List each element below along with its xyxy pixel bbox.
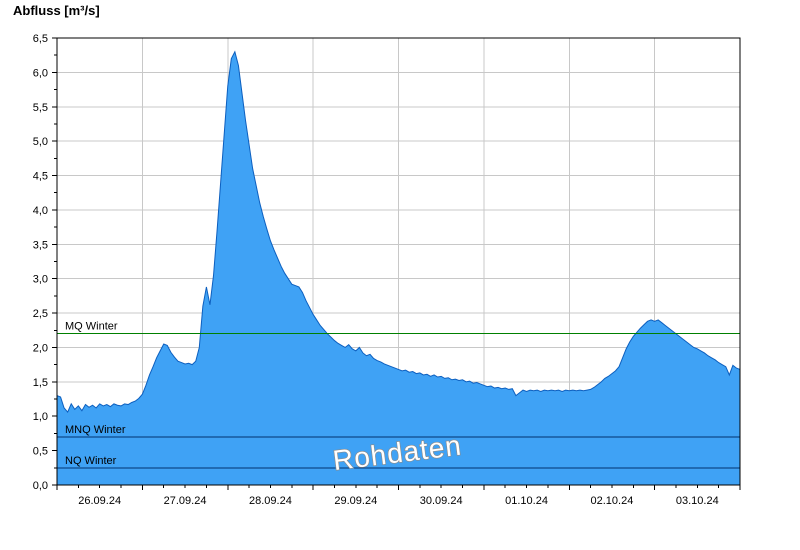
y-axis-label: 1,0 <box>33 411 48 423</box>
chart-title: Abfluss [m³/s] <box>13 3 100 18</box>
plot-border <box>56 37 741 486</box>
y-axis-label: 1,5 <box>33 377 48 389</box>
y-axis-label: 0,0 <box>33 480 48 492</box>
y-axis-label: 3,5 <box>33 239 48 251</box>
y-axis-label: 0,5 <box>33 446 48 458</box>
discharge-line <box>56 50 741 414</box>
reference-label-mq-winter: MQ Winter <box>65 321 118 333</box>
x-axis-label: 03.10.24 <box>676 495 719 507</box>
reference-label-mnq-winter: MNQ Winter <box>65 424 126 436</box>
y-axis-label: 6,5 <box>33 33 48 45</box>
y-axis-label: 2,0 <box>33 342 48 354</box>
reference-label-nq-winter: NQ Winter <box>65 455 117 467</box>
y-axis-label: 4,5 <box>33 171 48 183</box>
y-axis-label: 5,5 <box>33 102 48 114</box>
y-axis-label: 5,0 <box>33 136 48 148</box>
y-axis-label: 3,0 <box>33 274 48 286</box>
x-axis-label: 02.10.24 <box>591 495 634 507</box>
x-axis-label: 28.09.24 <box>249 495 292 507</box>
x-axis-label: 26.09.24 <box>78 495 121 507</box>
x-axis-label: 30.09.24 <box>420 495 463 507</box>
y-axis-label: 6,0 <box>33 67 48 79</box>
y-axis-label: 4,0 <box>33 205 48 217</box>
x-axis-label: 01.10.24 <box>505 495 548 507</box>
y-axis-label: 2,5 <box>33 308 48 320</box>
x-axis-label: 27.09.24 <box>164 495 207 507</box>
x-axis-label: 29.09.24 <box>334 495 377 507</box>
discharge-area <box>57 51 740 485</box>
